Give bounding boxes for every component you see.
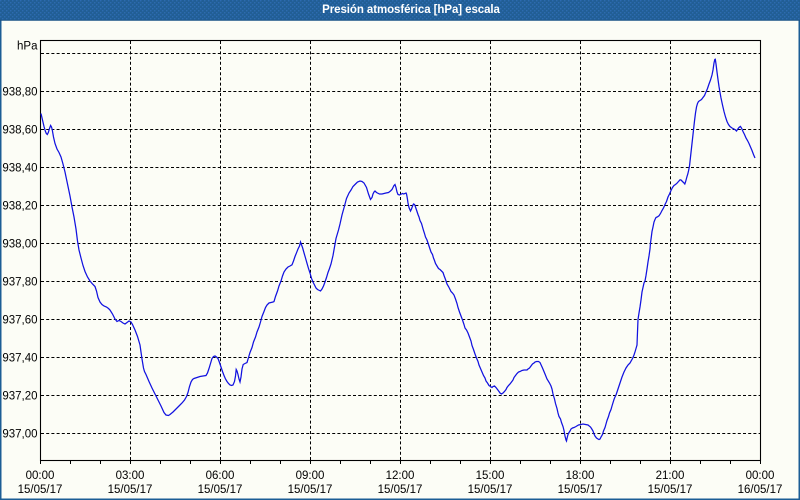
- svg-text:937,80: 937,80: [2, 277, 37, 289]
- svg-text:00:00: 00:00: [26, 470, 55, 482]
- svg-text:00:00: 00:00: [746, 470, 775, 482]
- svg-text:15/05/17: 15/05/17: [18, 484, 63, 496]
- svg-text:15/05/17: 15/05/17: [198, 484, 243, 496]
- svg-text:18:00: 18:00: [566, 470, 595, 482]
- svg-text:15/05/17: 15/05/17: [648, 484, 693, 496]
- svg-text:15/05/17: 15/05/17: [378, 484, 423, 496]
- svg-text:938,60: 938,60: [2, 125, 37, 137]
- svg-text:16/05/17: 16/05/17: [738, 484, 783, 496]
- svg-text:937,20: 937,20: [2, 391, 37, 403]
- svg-text:15/05/17: 15/05/17: [288, 484, 333, 496]
- svg-text:938,20: 938,20: [2, 201, 37, 213]
- svg-text:938,00: 938,00: [2, 239, 37, 251]
- svg-text:15/05/17: 15/05/17: [558, 484, 603, 496]
- svg-text:15/05/17: 15/05/17: [108, 484, 153, 496]
- svg-text:21:00: 21:00: [656, 470, 685, 482]
- svg-text:937,60: 937,60: [2, 315, 37, 327]
- svg-text:938,40: 938,40: [2, 163, 37, 175]
- svg-text:15/05/17: 15/05/17: [468, 484, 513, 496]
- svg-text:15:00: 15:00: [476, 470, 505, 482]
- svg-text:937,40: 937,40: [2, 353, 37, 365]
- svg-text:937,00: 937,00: [2, 429, 37, 441]
- svg-text:hPa: hPa: [17, 41, 38, 53]
- svg-text:12:00: 12:00: [386, 470, 415, 482]
- svg-text:938,80: 938,80: [2, 87, 37, 99]
- svg-text:Presión atmosférica [hPa] esca: Presión atmosférica [hPa] escala: [322, 4, 500, 16]
- svg-text:09:00: 09:00: [296, 470, 325, 482]
- svg-text:06:00: 06:00: [206, 470, 235, 482]
- svg-text:03:00: 03:00: [116, 470, 145, 482]
